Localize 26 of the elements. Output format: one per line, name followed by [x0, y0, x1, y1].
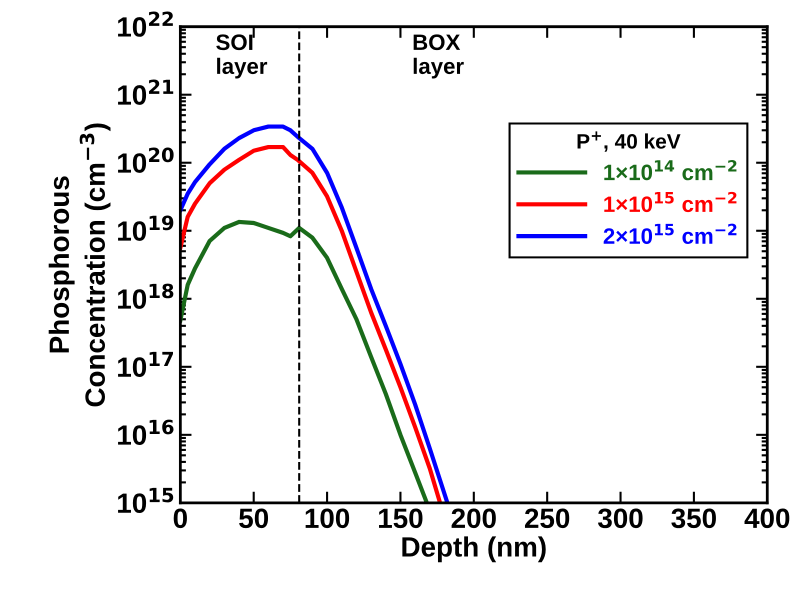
y-tick-label: 10$^{16}$	[118, 420, 174, 445]
x-tick-label: 0	[174, 508, 187, 528]
x-tick-label: 300	[598, 508, 643, 528]
annotation: SOI layer	[216, 34, 268, 78]
x-tick-label: 150	[379, 508, 422, 528]
y-tick-label: 10$^{22}$	[118, 11, 173, 37]
x-tick-label: 100	[306, 508, 350, 528]
annotation: BOX layer	[414, 34, 464, 78]
y-axis-title: Phosphorous Concentration (cm$^{−3}$)	[48, 123, 110, 406]
x-axis-title: Depth (nm)	[402, 536, 546, 562]
legend-label: 1×10$^{15}$ cm$^{−2}$	[604, 192, 736, 212]
x-tick-label: 400	[744, 508, 790, 528]
legend-label: 1×10$^{14}$ cm$^{−2}$	[604, 160, 736, 180]
x-tick-label: 350	[671, 508, 716, 528]
y-tick-label: 10$^{20}$	[118, 148, 174, 173]
line-series	[180, 220, 429, 503]
y-tick-label: 10$^{18}$	[118, 284, 174, 309]
y-tick-label: 10$^{17}$	[118, 352, 173, 377]
y-tick-label: 10$^{21}$	[118, 80, 174, 105]
y-tick-label: 10$^{15}$	[118, 488, 174, 514]
x-tick-label: 200	[452, 508, 496, 528]
legend-title: P$^{+}$, 40 keV	[578, 131, 681, 152]
legend-label: 2×10$^{15}$ cm$^{−2}$	[604, 224, 736, 244]
x-tick-label: 50	[239, 508, 268, 528]
y-tick-label: 10$^{19}$	[118, 216, 174, 241]
x-tick-label: 250	[524, 508, 570, 528]
